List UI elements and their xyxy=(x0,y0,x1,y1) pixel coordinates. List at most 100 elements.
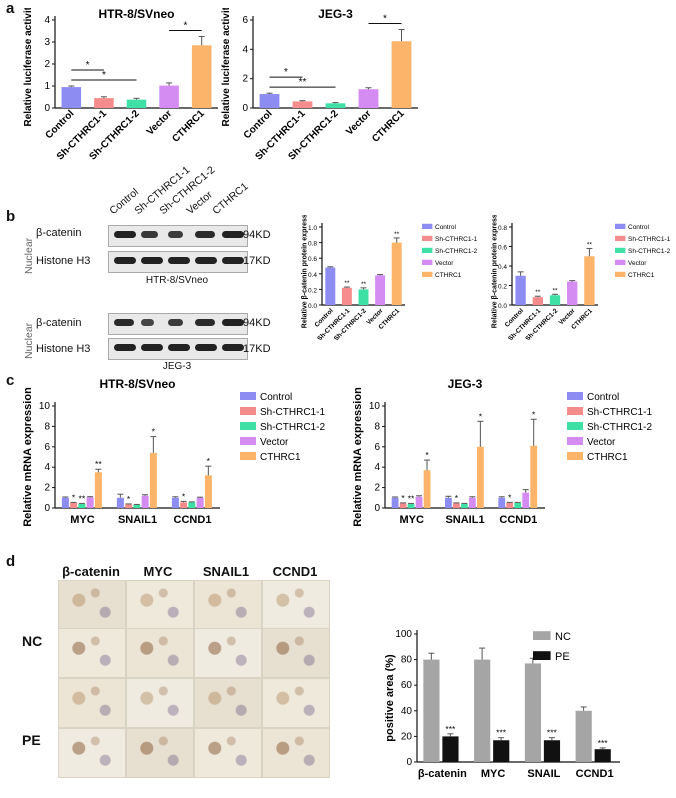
ihc-col-myc: MYC xyxy=(143,564,173,579)
ihc-panel: β-catenin MYC SNAIL1 CCND1 NC PE xyxy=(0,560,360,798)
x-tick-label: MYC xyxy=(399,514,424,526)
bar xyxy=(292,101,313,108)
significance-label: ** xyxy=(587,241,593,248)
blot-band xyxy=(141,319,155,326)
x-tick-label: SNAIL xyxy=(527,768,560,780)
legend-label: PE xyxy=(555,651,570,663)
blot-band xyxy=(222,231,244,238)
blot-band xyxy=(195,344,217,351)
ihc-col-ccnd1: CCND1 xyxy=(272,564,318,579)
panel-label-d: d xyxy=(6,553,16,570)
y-axis-label: Relative luciferase activity xyxy=(221,8,232,127)
bar xyxy=(515,275,526,305)
ihc-col-snail1: SNAIL1 xyxy=(202,564,250,579)
legend-swatch xyxy=(240,452,256,460)
y-tick-label: 8 xyxy=(44,421,50,432)
bar xyxy=(70,502,78,508)
legend-label: CTHRC1 xyxy=(435,272,462,279)
y-tick-label: 80 xyxy=(401,655,413,666)
y-axis-label: Relative mRNA expression xyxy=(352,387,364,527)
bar xyxy=(423,659,440,762)
y-tick-label: 3 xyxy=(44,37,50,48)
bar xyxy=(358,89,379,108)
bar xyxy=(415,496,423,508)
bar xyxy=(141,495,149,508)
significance-label: ** xyxy=(299,77,307,88)
legend-swatch xyxy=(615,235,626,241)
legend-swatch xyxy=(533,631,551,640)
y-tick-label: 0.2 xyxy=(308,287,317,294)
legend-swatch xyxy=(422,247,433,253)
significance-label: *** xyxy=(496,728,507,738)
blot-band xyxy=(114,344,136,351)
blot-band xyxy=(195,319,215,326)
x-tick-label: CCND1 xyxy=(576,768,614,780)
blot-band xyxy=(168,344,190,351)
bar xyxy=(325,103,346,108)
y-axis-label: Relative mRNA expression xyxy=(22,387,34,527)
bar xyxy=(196,497,204,508)
bar xyxy=(477,446,484,508)
y-tick-label: 0.0 xyxy=(308,303,317,310)
chart-title: JEG-3 xyxy=(448,378,483,391)
y-tick-label: 40 xyxy=(401,706,413,717)
bar xyxy=(94,98,114,108)
legend-swatch xyxy=(615,247,626,253)
y-tick-label: 2 xyxy=(44,483,50,494)
significance-label: * xyxy=(127,494,131,504)
bar xyxy=(442,736,459,762)
x-tick-label: CTHRC1 xyxy=(170,108,207,145)
bar xyxy=(514,502,522,508)
bar xyxy=(453,503,460,508)
legend-label: Control xyxy=(628,224,650,231)
blot-band xyxy=(114,231,136,238)
ihc-image-tile xyxy=(194,678,262,728)
significance-label: * xyxy=(508,492,512,502)
bar xyxy=(498,497,506,508)
y-tick-label: 6 xyxy=(242,15,248,26)
significance-label: * xyxy=(86,60,90,71)
legend-swatch xyxy=(240,392,256,400)
ihc-image-tile xyxy=(262,728,330,778)
legend-label: Sh-CTHRC1-2 xyxy=(587,422,652,433)
chart-title: HTR-8/SVneo xyxy=(99,378,175,391)
y-tick-label: 6 xyxy=(44,442,50,453)
legend-swatch xyxy=(567,437,583,445)
blot-band xyxy=(195,257,217,264)
y-tick-label: 4 xyxy=(44,15,50,26)
bar xyxy=(325,267,336,305)
legend-label: Sh-CTHRC1-2 xyxy=(628,248,671,255)
bar xyxy=(399,503,407,508)
y-tick-label: 6 xyxy=(374,442,380,453)
ihc-image-tile xyxy=(126,580,194,630)
bar xyxy=(116,497,124,508)
blot-band xyxy=(222,319,244,326)
bar xyxy=(567,281,578,305)
bar xyxy=(375,275,386,305)
western-blot: Control Sh-CTHRC1-1 Sh-CTHRC1-2 Vector C… xyxy=(20,164,300,372)
legend-label: NC xyxy=(555,631,571,643)
bar xyxy=(149,452,157,508)
x-tick-label: SNAIL1 xyxy=(445,514,484,526)
row-label-histone-2: Histone H3 xyxy=(36,343,91,355)
y-axis-label: Relative luciferase activity xyxy=(23,8,34,127)
y-tick-label: 0.2 xyxy=(498,284,507,291)
y-tick-label: 60 xyxy=(401,680,413,691)
bar xyxy=(493,740,510,762)
legend-label: CTHRC1 xyxy=(587,452,628,463)
blot-band xyxy=(168,257,190,264)
ihc-image-tile xyxy=(126,678,194,728)
significance-label: * xyxy=(207,456,211,466)
significance-label: * xyxy=(284,67,288,78)
bar xyxy=(391,242,402,305)
bar xyxy=(94,472,102,508)
chart-a-htr8: 0 1 2 3 4 Relative luciferase activity HTR-8/S… xyxy=(23,8,218,162)
significance-label: * xyxy=(182,491,186,501)
x-tick-label: CCND1 xyxy=(174,514,212,526)
bar xyxy=(506,502,514,508)
bar xyxy=(191,45,212,108)
bar xyxy=(188,502,196,508)
legend-swatch xyxy=(422,271,433,277)
bar xyxy=(522,492,530,508)
